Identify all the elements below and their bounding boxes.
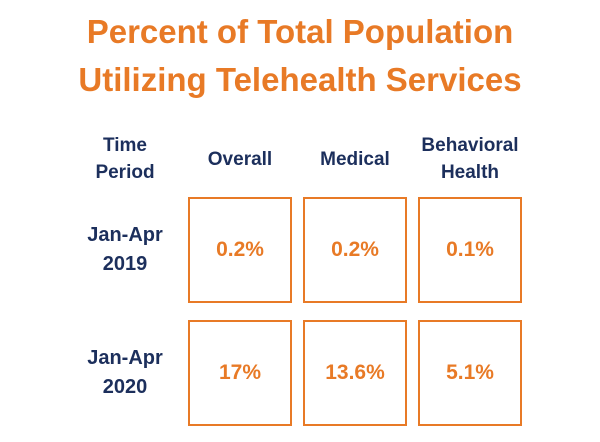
header-behavioral-health-line-1: Behavioral [421, 135, 519, 156]
row-label-2019-line-1: Jan-Apr [87, 224, 163, 246]
chart-title-line-2: Utilizing Telehealth Services [78, 61, 522, 98]
row-label-2020: Jan-Apr 2020 [62, 344, 188, 402]
cell-2020-overall: 17% [188, 320, 292, 426]
header-time-period-line-2: Period [95, 162, 155, 183]
header-behavioral-health-line-2: Health [440, 162, 500, 183]
header-time-period-line-1: Time [102, 135, 147, 156]
row-label-2019: Jan-Apr 2019 [62, 221, 188, 279]
cell-2019-behavioral-health: 0.1% [418, 197, 522, 303]
header-overall-label: Overall [207, 149, 273, 170]
cell-2019-overall: 0.2% [188, 197, 292, 303]
cell-2019-medical: 0.2% [303, 197, 407, 303]
header-overall: Overall [188, 146, 292, 173]
row-label-2020-line-2: 2020 [102, 376, 148, 398]
header-medical: Medical [303, 146, 407, 173]
header-time-period: Time Period [62, 132, 188, 186]
cell-2020-behavioral-health: 5.1% [418, 320, 522, 426]
chart-title-line-1: Percent of Total Population [86, 13, 514, 50]
chart-title: Percent of Total Population Utilizing Te… [0, 8, 600, 104]
header-behavioral-health: Behavioral Health [400, 132, 540, 186]
row-label-2019-line-2: 2019 [102, 253, 148, 275]
header-medical-label: Medical [320, 149, 390, 170]
cell-2020-medical: 13.6% [303, 320, 407, 426]
row-label-2020-line-1: Jan-Apr [87, 347, 163, 369]
